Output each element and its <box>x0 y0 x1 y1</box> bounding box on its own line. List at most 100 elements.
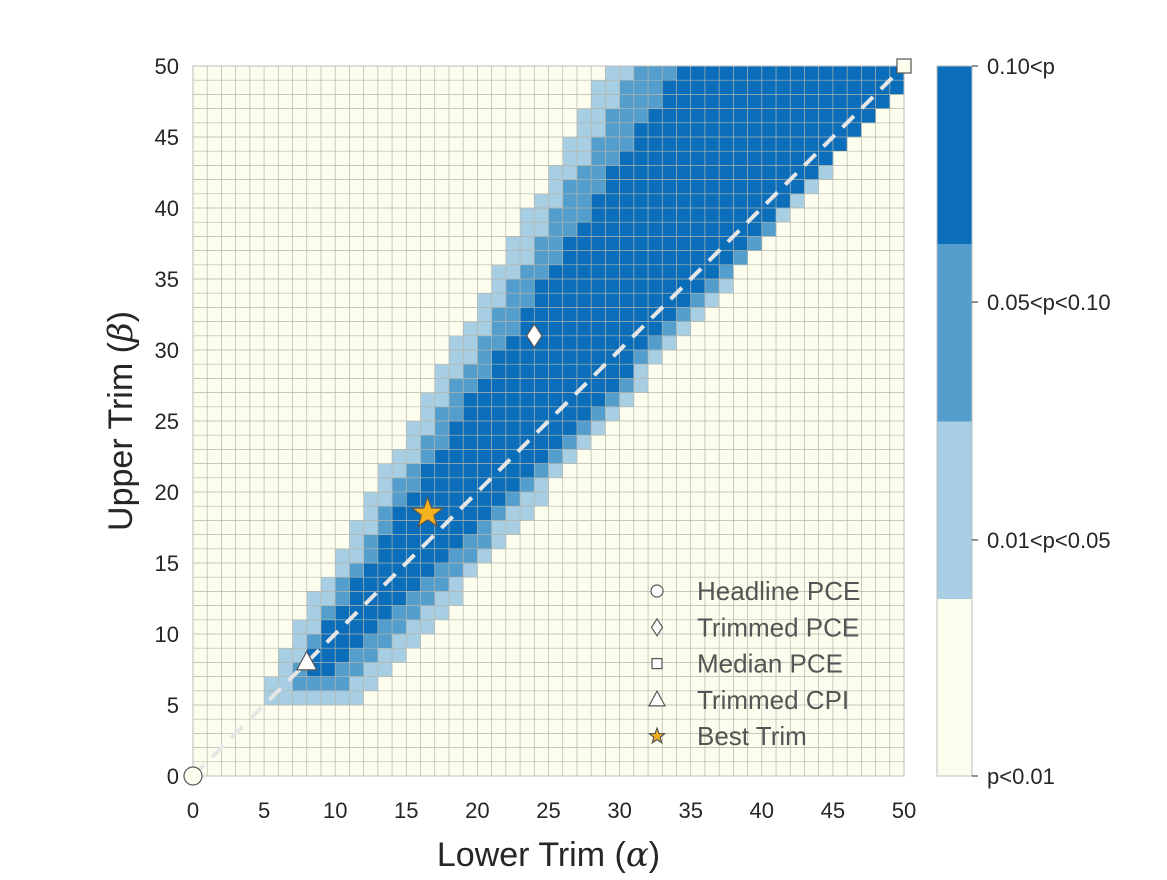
heatmap-cell <box>448 392 464 408</box>
heatmap-cell <box>520 463 535 479</box>
heatmap-cell <box>861 80 876 95</box>
heatmap-cell <box>847 80 862 95</box>
y-tick-label: 45 <box>155 125 179 150</box>
heatmap-cell <box>363 676 379 692</box>
heatmap-cell <box>690 137 706 152</box>
heatmap-cell <box>804 108 819 124</box>
heatmap-cell <box>605 236 620 251</box>
heatmap-cell <box>790 151 805 166</box>
colorbar-segment <box>937 598 972 777</box>
y-tick-label: 50 <box>155 54 179 79</box>
heatmap-cell <box>406 421 421 436</box>
heatmap-cell <box>491 307 507 322</box>
legend-item: Trimmed CPI <box>647 685 849 715</box>
heatmap-cell <box>406 449 421 464</box>
heatmap-cell <box>562 236 578 251</box>
plot-frame <box>192 65 905 777</box>
heatmap-cell <box>747 151 763 166</box>
heatmap-cell <box>676 193 691 209</box>
heatmap-cell <box>292 619 308 635</box>
heatmap-cell <box>448 378 464 393</box>
heatmap-cell <box>704 108 720 124</box>
heatmap-cell <box>306 619 322 635</box>
heatmap-cell <box>505 463 521 479</box>
heatmap-cell <box>747 66 763 81</box>
heatmap-cell <box>505 279 521 294</box>
heatmap-cell <box>690 193 706 209</box>
heatmap-cell <box>662 137 677 152</box>
x-tick-label: 5 <box>258 798 270 823</box>
heatmap-cell <box>420 435 436 450</box>
heatmap-cell <box>420 463 436 479</box>
heatmap-cell <box>605 137 620 152</box>
heatmap-cell <box>420 392 436 408</box>
heatmap-cell <box>306 676 322 692</box>
heatmap-cell <box>463 435 478 450</box>
heatmap-cell <box>434 421 450 436</box>
heatmap-cell <box>520 250 535 266</box>
legend-item: Trimmed PCE <box>650 612 859 642</box>
heatmap-cell <box>861 66 876 81</box>
heatmap-cell <box>534 222 549 237</box>
heatmap-cell <box>591 193 606 209</box>
heatmap-cell <box>320 605 336 621</box>
heatmap-cell <box>576 321 592 337</box>
heatmap-cell <box>377 605 393 621</box>
heatmap-cell <box>463 506 478 521</box>
heatmap-cell <box>633 335 649 351</box>
heatmap-cell <box>804 137 819 152</box>
heatmap-cell <box>420 591 436 606</box>
heatmap-cell <box>534 250 549 266</box>
heatmap-cell <box>690 279 706 294</box>
heatmap-cell <box>605 165 620 180</box>
heatmap-cell <box>434 364 450 379</box>
heatmap-cell <box>335 563 350 578</box>
heatmap-cell <box>562 406 578 422</box>
heatmap-cell <box>619 80 635 95</box>
heatmap-cell <box>392 619 407 635</box>
heatmap-cell <box>434 477 450 493</box>
heatmap-cell <box>619 193 635 209</box>
heatmap-cell <box>562 335 578 351</box>
heatmap-cell <box>619 94 635 109</box>
legend-label: Best Trim <box>697 721 807 751</box>
heatmap-cell <box>448 534 464 550</box>
heatmap-cell <box>491 392 507 408</box>
heatmap-cell <box>662 66 677 81</box>
heatmap-cell <box>633 293 649 308</box>
heatmap-cell <box>448 591 464 606</box>
heatmap-cell <box>576 392 592 408</box>
heatmap-cell <box>463 406 478 422</box>
heatmap-cell <box>420 421 436 436</box>
heatmap-cell <box>619 293 635 308</box>
heatmap-cell <box>591 264 606 280</box>
heatmap-cell <box>662 208 677 223</box>
heatmap-cell <box>562 307 578 322</box>
heatmap-cell <box>562 321 578 337</box>
heatmap-cell <box>619 350 635 365</box>
heatmap-cell <box>320 676 336 692</box>
heatmap-cell <box>491 264 507 280</box>
heatmap-cell <box>491 449 507 464</box>
heatmap-cell <box>392 591 407 606</box>
heatmap-cell <box>818 165 834 180</box>
heatmap-cell <box>278 690 293 706</box>
heatmap-cell <box>605 321 620 337</box>
heatmap-cell <box>448 350 464 365</box>
heatmap-cell <box>690 108 706 124</box>
heatmap-cell <box>434 406 450 422</box>
heatmap-cell <box>562 137 578 152</box>
heatmap-cell <box>648 279 663 294</box>
heatmap-cell <box>690 179 706 195</box>
heatmap-cell <box>477 321 492 337</box>
heatmap-cell <box>505 364 521 379</box>
heatmap-cell <box>505 293 521 308</box>
heatmap-cell <box>605 193 620 209</box>
heatmap-cell <box>719 279 734 294</box>
heatmap-cell <box>448 563 464 578</box>
heatmap-cell <box>335 648 350 663</box>
heatmap-cell <box>633 80 649 95</box>
heatmap-cell <box>562 421 578 436</box>
heatmap-cell <box>491 335 507 351</box>
heatmap-cell <box>377 534 393 550</box>
